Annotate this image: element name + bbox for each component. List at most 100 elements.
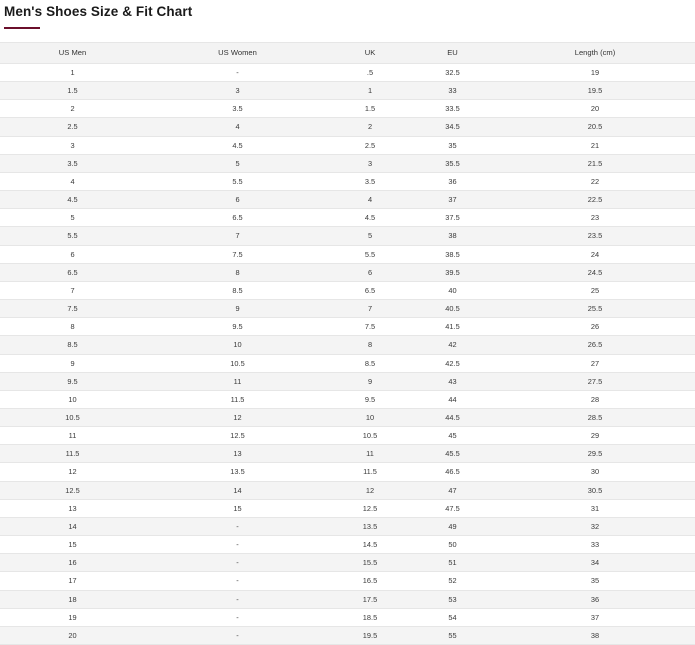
table-cell: 8 [0,317,145,337]
table-row: 6 7.5 5.5 38.5 24 [0,244,695,264]
table-cell: 9.5 [145,317,330,337]
table-cell: 38 [495,625,695,645]
table-cell: 32.5 [410,62,495,83]
table-cell: 26 [495,317,695,337]
table-cell: 37 [410,190,495,210]
table-cell: 9.5 [0,371,145,391]
table-cell: 12.5 [330,498,410,518]
table-cell: 32 [495,516,695,537]
table-cell: 46.5 [410,462,495,482]
table-cell: 7 [145,226,330,246]
table-row: 10 11.5 9.5 44 28 [0,389,695,409]
table-cell: 45.5 [410,444,495,464]
table-cell: 12.5 [0,480,145,500]
table-cell: 36 [410,171,495,192]
table-cell: 2.5 [0,117,145,137]
table-cell: 2 [0,99,145,119]
table-cell: 2.5 [330,135,410,155]
table-cell: 3.5 [0,153,145,173]
table-row: 15-14.5 50 33 [0,535,695,555]
table-row: 5 6.5 4.5 37.5 23 [0,208,695,228]
table-cell: 42 [410,335,495,355]
table-cell: 28.5 [495,407,695,428]
table-cell: 4.5 [145,135,330,155]
table-cell: 13.5 [145,462,330,482]
table-cell: 45 [410,426,495,446]
table-cell: 33.5 [410,99,495,119]
table-cell: 4.5 [330,208,410,228]
table-cell: 19.5 [495,81,695,101]
table-cell: 47.5 [410,498,495,518]
table-body: 1- .5 32.5 19 1.5 3 1 33 19.5 2 3.5 1.5 33.5 20 2.5 4 2 3… [0,62,695,645]
table-cell: 5.5 [145,171,330,192]
table-cell: 7 [0,280,145,301]
table-cell: 10.5 [145,353,330,373]
table-cell: 4.5 [0,190,145,210]
table-cell: 33 [410,81,495,101]
table-cell: 1 [330,81,410,101]
table-cell: 21.5 [495,153,695,173]
table-row: 4.5 6 4 37 22.5 [0,190,695,210]
table-cell: 15.5 [330,553,410,573]
table-cell: 33 [495,535,695,555]
table-cell: 35 [495,571,695,591]
table-cell: 35.5 [410,153,495,173]
table-cell: 22.5 [495,190,695,210]
page-title: Men's Shoes Size & Fit Chart [4,4,193,19]
table-cell: 11 [0,426,145,446]
table-row: 18-17.5 53 36 [0,589,695,609]
table-cell: 30 [495,462,695,482]
table-cell: 11.5 [0,444,145,464]
table-cell: 34 [495,553,695,573]
table-row: 11 12.5 10.5 45 29 [0,426,695,446]
table-cell: - [145,589,330,609]
table-cell: 7.5 [145,244,330,264]
table-cell: 31 [495,498,695,518]
table-cell: 36 [495,589,695,609]
table-row: 19-18.5 54 37 [0,607,695,627]
table-cell: 12.5 [145,426,330,446]
table-cell: 3.5 [330,171,410,192]
table-row: 1.5 3 1 33 19.5 [0,81,695,101]
table-cell: 20 [495,99,695,119]
table-cell: 1.5 [330,99,410,119]
table-row: 12 13.5 11.5 46.5 30 [0,462,695,482]
title-accent-rule [4,27,40,29]
column-header-us-men: US Men [0,42,145,64]
table-cell: 49 [410,516,495,537]
table-cell: 5.5 [330,244,410,264]
table-cell: 24 [495,244,695,264]
table-header: US Men US Women UK EU Length (cm) [0,42,695,64]
table-row: 8.5 10 8 42 26.5 [0,335,695,355]
size-table: US Men US Women UK EU Length (cm) 1- .5 32… [0,42,695,645]
table-cell: 6.5 [0,262,145,282]
table-cell: 29.5 [495,444,695,464]
table-cell: 20.5 [495,117,695,137]
table-cell: 25 [495,280,695,301]
table-cell: 54 [410,607,495,627]
table-cell: 10 [330,407,410,428]
table-cell: 14.5 [330,535,410,555]
table-cell: 19 [495,62,695,83]
table-cell: 1.5 [0,81,145,101]
table-cell: - [145,607,330,627]
table-row: 14-13.5 49 32 [0,516,695,537]
table-cell: 38 [410,226,495,246]
table-cell: 39.5 [410,262,495,282]
table-cell: 17.5 [330,589,410,609]
table-row: 6.5 8 6 39.5 24.5 [0,262,695,282]
table-cell: 51 [410,553,495,573]
column-header-eu: EU [410,42,495,64]
table-cell: 10 [145,335,330,355]
table-cell: 11 [330,444,410,464]
table-cell: 7.5 [330,317,410,337]
table-cell: 22 [495,171,695,192]
table-cell: 25.5 [495,299,695,319]
table-cell: 4 [145,117,330,137]
table-cell: 8 [330,335,410,355]
table-row: 7 8.5 6.5 40 25 [0,280,695,301]
table-row: 9 10.5 8.5 42.5 27 [0,353,695,373]
table-row: 20-19.5 55 38 [0,625,695,645]
table-cell: 3 [145,81,330,101]
